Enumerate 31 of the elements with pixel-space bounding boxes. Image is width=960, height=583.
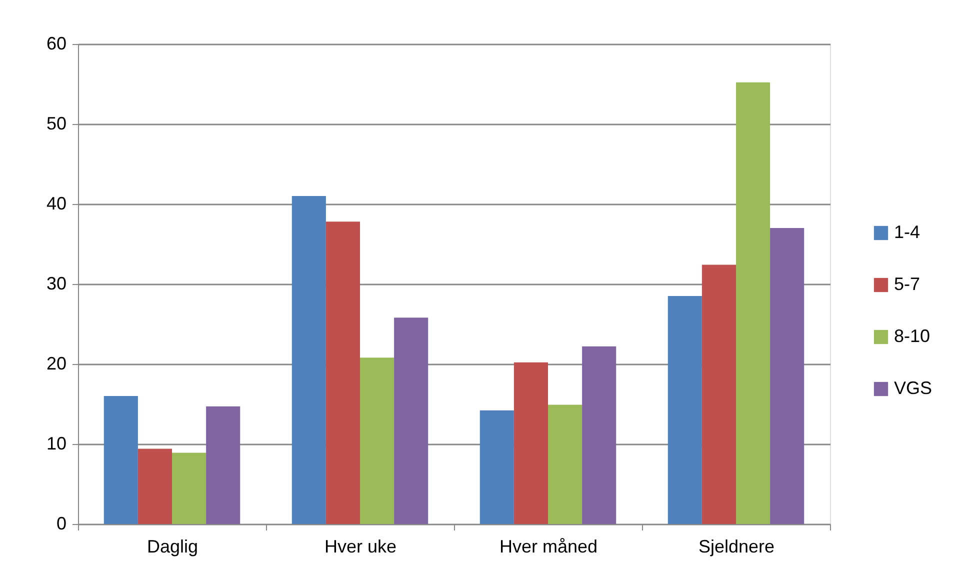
y-tick-label: 0 (56, 514, 66, 534)
legend-label: VGS (894, 378, 932, 398)
bar (172, 452, 206, 524)
legend-label: 5-7 (894, 274, 920, 294)
bar (326, 222, 360, 524)
bar (292, 196, 326, 524)
bar (104, 396, 138, 524)
bar (770, 228, 804, 524)
bar (702, 264, 736, 524)
x-tick-label: Hver måned (499, 536, 598, 556)
bar (206, 406, 240, 524)
x-tick-label: Hver uke (324, 536, 397, 556)
y-tick-label: 30 (46, 274, 66, 294)
x-tick-label: Daglig (146, 536, 198, 556)
bar (736, 82, 770, 524)
bar (548, 404, 582, 524)
bar (394, 318, 428, 524)
y-tick-label: 60 (46, 34, 66, 54)
bar (480, 410, 514, 524)
bar (668, 296, 702, 524)
y-tick-label: 20 (46, 354, 66, 374)
x-tick-label: Sjeldnere (698, 536, 775, 556)
bar (514, 362, 548, 524)
bar (582, 346, 616, 524)
bar (360, 358, 394, 524)
legend-label: 8-10 (894, 326, 930, 346)
y-tick-label: 40 (46, 194, 66, 214)
y-tick-label: 50 (46, 114, 66, 134)
legend-label: 1-4 (894, 222, 920, 242)
bar (138, 448, 172, 524)
y-tick-label: 10 (46, 434, 66, 454)
